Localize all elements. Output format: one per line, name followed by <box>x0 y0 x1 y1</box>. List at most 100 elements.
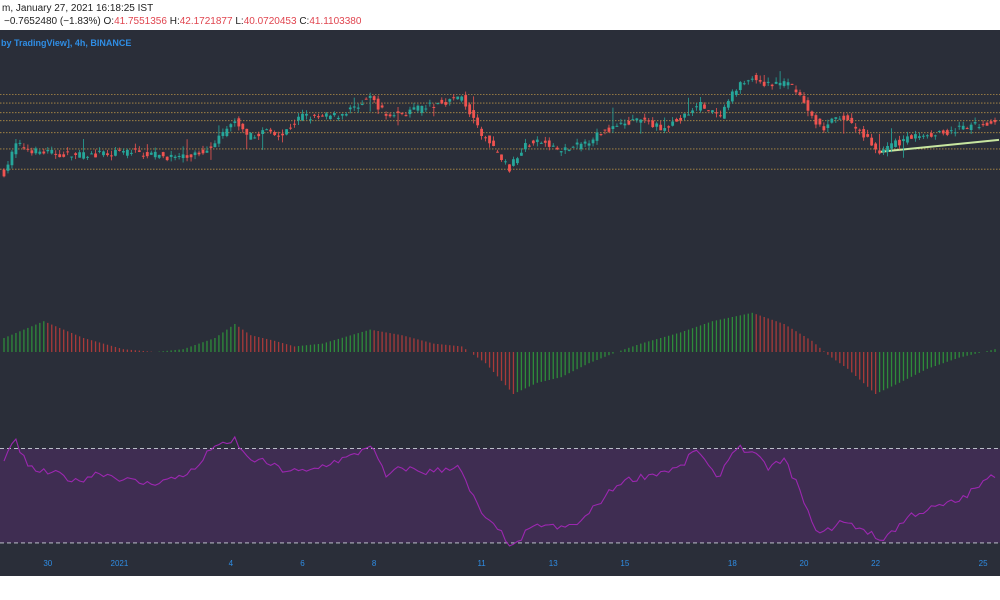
candle-body <box>118 149 121 151</box>
candle <box>245 128 249 149</box>
candle <box>559 151 563 156</box>
candle-body <box>762 81 766 86</box>
candle <box>480 126 483 140</box>
candle-body <box>448 99 452 102</box>
candle-body <box>217 135 221 144</box>
candle <box>822 122 826 133</box>
candle-body <box>508 164 511 172</box>
candle <box>10 149 14 169</box>
candle-body <box>10 151 14 166</box>
candle <box>603 129 607 135</box>
candle-body <box>285 129 288 135</box>
candle <box>742 80 746 86</box>
candle-body <box>400 112 404 114</box>
candle <box>953 128 957 137</box>
candle-body <box>615 125 619 127</box>
candle <box>985 121 989 126</box>
candle-body <box>937 131 941 133</box>
candle-body <box>257 133 261 137</box>
candle-body <box>376 98 380 110</box>
candle-body <box>193 152 197 156</box>
candle <box>858 128 862 135</box>
candle-body <box>344 114 348 116</box>
candle-body <box>635 118 639 121</box>
candle <box>161 151 165 159</box>
candle-body <box>14 143 18 155</box>
candle-body <box>551 145 555 147</box>
candle-body <box>205 150 209 153</box>
candle-body <box>74 153 78 155</box>
candle-body <box>484 137 487 139</box>
candle <box>579 142 583 152</box>
candle <box>587 140 591 151</box>
candle-body <box>591 139 595 144</box>
candle-body <box>838 118 842 120</box>
candle-body <box>973 122 977 124</box>
candle <box>671 117 675 127</box>
candle-body <box>520 152 523 156</box>
candle-body <box>488 135 491 144</box>
candle <box>484 135 487 142</box>
candle <box>205 146 209 153</box>
candle-body <box>137 150 141 152</box>
candle-body <box>575 142 579 145</box>
candle <box>838 115 842 120</box>
candle <box>894 138 897 148</box>
x-tick-label: 15 <box>620 559 629 568</box>
candle <box>846 113 850 121</box>
candle <box>902 135 905 158</box>
candle-body <box>766 81 770 83</box>
candle-body <box>201 149 205 154</box>
candle-body <box>416 105 420 111</box>
candle <box>786 78 790 90</box>
x-tick-label: 18 <box>728 559 737 568</box>
candle-body <box>324 113 328 117</box>
candle-body <box>38 151 42 154</box>
candle <box>448 98 452 106</box>
candle <box>774 77 778 85</box>
candle <box>500 154 503 162</box>
candle <box>344 112 348 117</box>
candle-body <box>46 150 50 152</box>
candle-body <box>133 148 137 150</box>
candle-body <box>858 129 862 131</box>
chart-canvas[interactable]: 30 2021 4 6 8 11 13 15 18 20 22 25 <box>0 30 1000 576</box>
candle <box>328 114 332 120</box>
candle-body <box>66 151 70 153</box>
candle-body <box>579 143 583 150</box>
rsi-band <box>0 448 1000 543</box>
x-tick-label: 6 <box>300 559 305 568</box>
candle-body <box>675 118 679 122</box>
candle-body <box>281 133 284 136</box>
candle <box>177 153 181 160</box>
candle-body <box>273 132 277 136</box>
open-value: 41.7551356 <box>114 16 167 27</box>
close-label: C: <box>299 16 310 27</box>
candle-body <box>380 105 384 108</box>
candle-body <box>94 153 97 158</box>
candle-body <box>786 82 790 86</box>
candle <box>667 125 671 133</box>
candle-body <box>452 97 456 99</box>
candle <box>424 104 428 112</box>
candle <box>842 112 846 134</box>
chart-panel[interactable]: 30 2021 4 6 8 11 13 15 18 20 22 25 by TradingView],… <box>0 30 1000 576</box>
candle <box>372 95 376 103</box>
open-label: O: <box>103 16 115 27</box>
candle <box>98 147 101 154</box>
candle <box>539 141 543 144</box>
candle-body <box>332 113 336 116</box>
candle <box>715 107 718 118</box>
candle-body <box>826 124 830 128</box>
candle-body <box>647 120 651 122</box>
x-tick-label: 11 <box>477 559 486 568</box>
candle-body <box>42 151 46 154</box>
x-tick-label: 13 <box>549 559 558 568</box>
candle-body <box>707 110 710 112</box>
candle-body <box>965 128 969 130</box>
candle <box>937 130 941 133</box>
candle-body <box>655 123 659 127</box>
candle-body <box>774 81 778 84</box>
candle-body <box>730 91 734 102</box>
candle <box>309 116 312 124</box>
